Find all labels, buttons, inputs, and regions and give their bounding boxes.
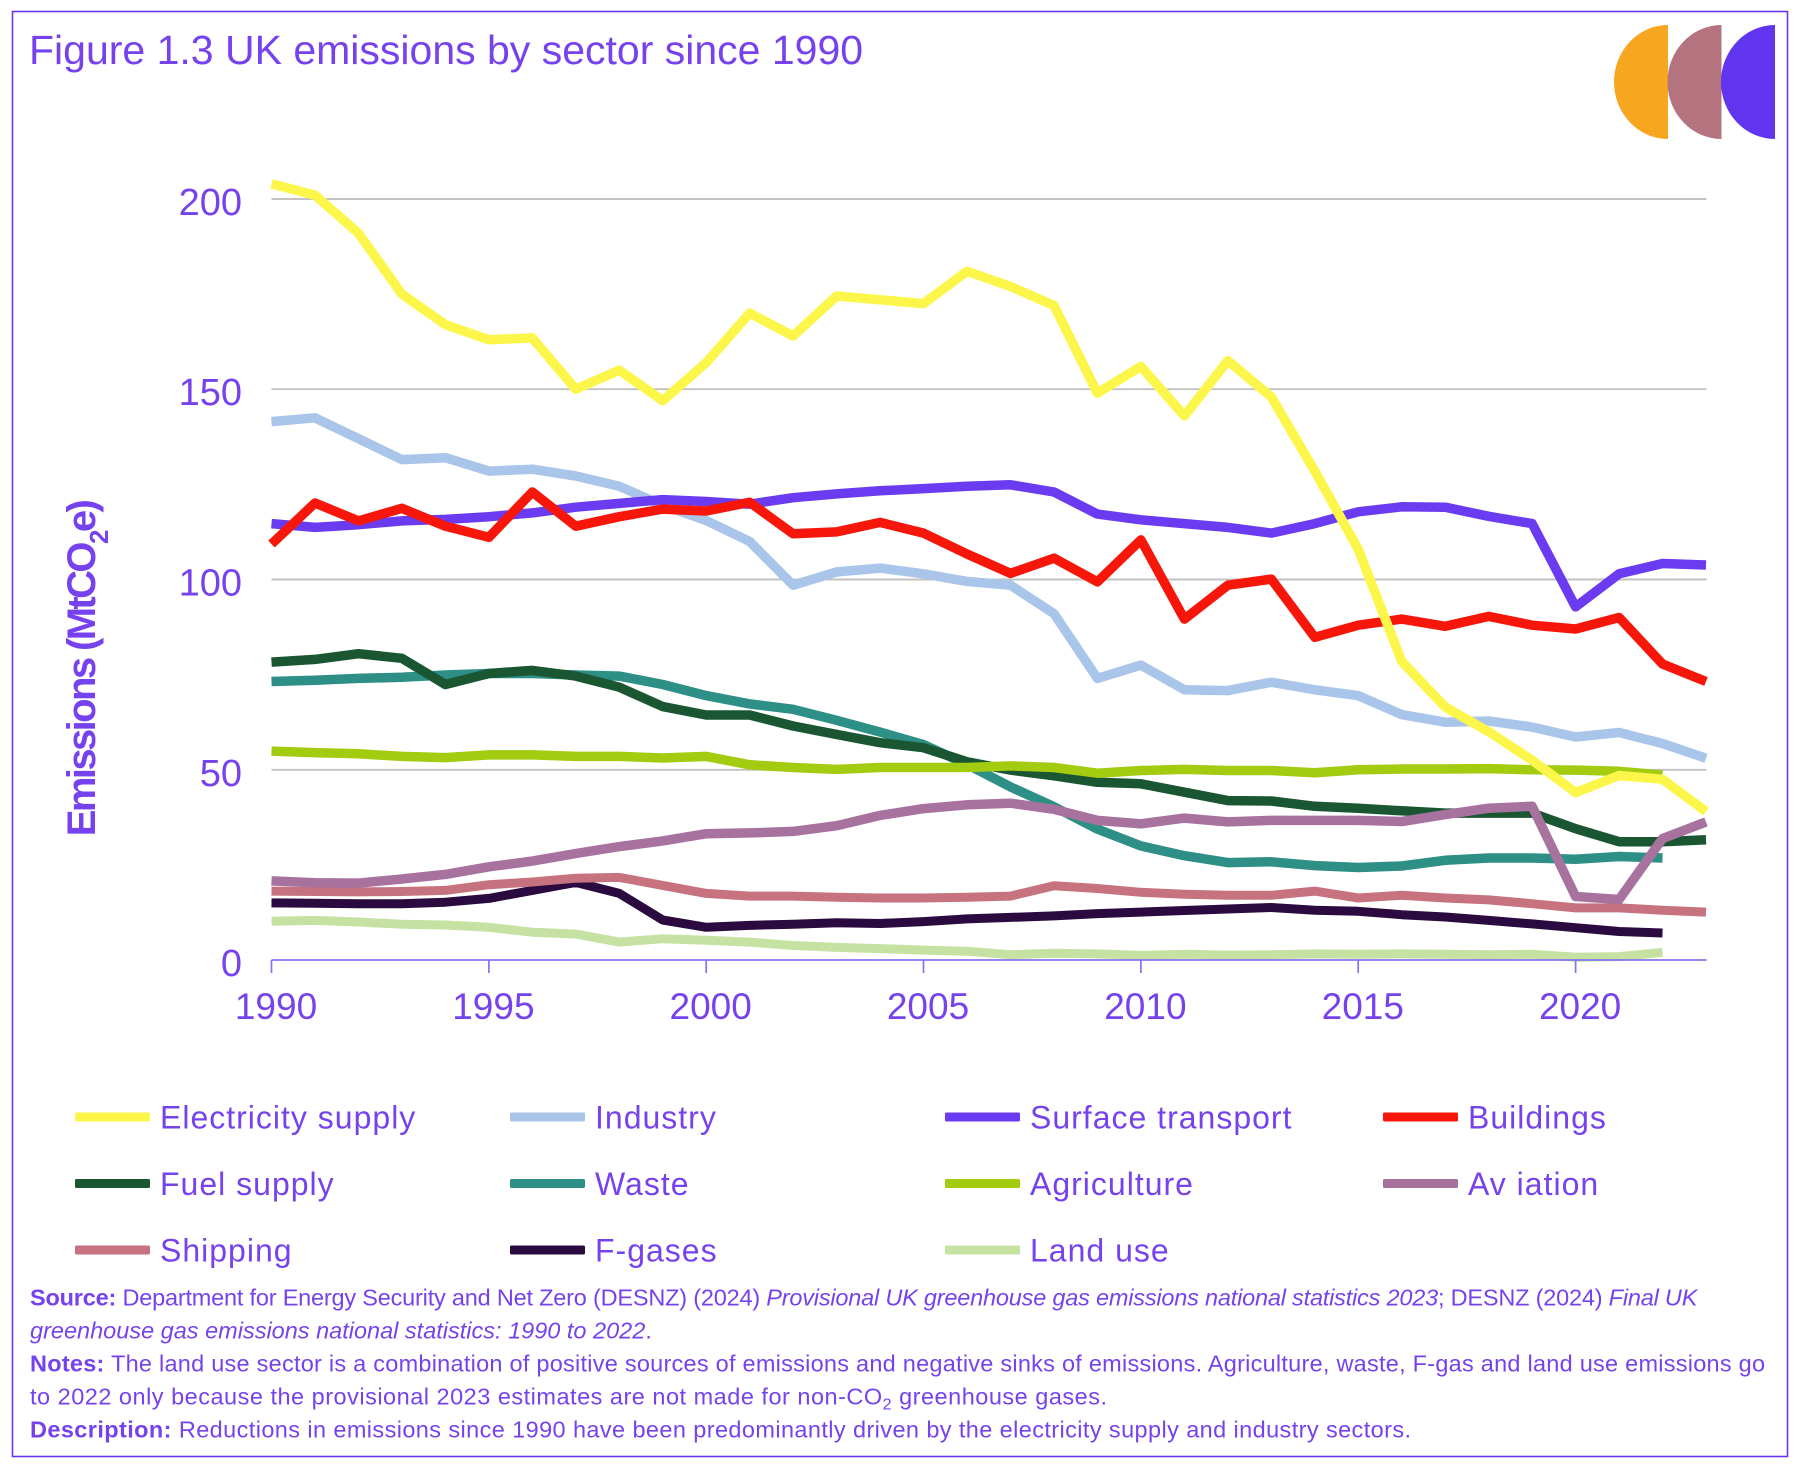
svg-text:2000: 2000 — [670, 986, 752, 1027]
svg-text:Surface transport: Surface transport — [1030, 1100, 1292, 1136]
svg-text:F-gases: F-gases — [595, 1233, 718, 1269]
svg-text:Buildings: Buildings — [1468, 1100, 1607, 1136]
svg-text:100: 100 — [179, 563, 242, 605]
svg-text:2020: 2020 — [1539, 986, 1621, 1027]
svg-text:1990: 1990 — [235, 986, 317, 1027]
svg-text:Av iation: Av iation — [1468, 1166, 1599, 1202]
svg-text:Figure 1.3 UK emissions by sec: Figure 1.3 UK emissions by sector since … — [29, 27, 863, 73]
svg-text:200: 200 — [179, 182, 242, 224]
svg-text:2010: 2010 — [1104, 986, 1186, 1027]
svg-text:Description: Reductions in emi: Description: Reductions in emissions sin… — [30, 1417, 1411, 1443]
svg-text:50: 50 — [200, 753, 242, 795]
svg-text:2015: 2015 — [1322, 986, 1404, 1027]
svg-text:0: 0 — [221, 943, 242, 985]
svg-text:Notes: The land use sector is: Notes: The land use sector is a combinat… — [30, 1351, 1765, 1377]
svg-text:Land use: Land use — [1030, 1233, 1170, 1269]
svg-text:150: 150 — [179, 372, 242, 414]
svg-text:to 2022 only because the provi: to 2022 only because the provisional 202… — [30, 1384, 1108, 1414]
svg-text:Industry: Industry — [595, 1100, 717, 1136]
svg-text:Fuel supply: Fuel supply — [160, 1166, 335, 1202]
svg-text:greenhouse gas emissions natio: greenhouse gas emissions national statis… — [30, 1318, 652, 1344]
svg-text:Electricity supply: Electricity supply — [160, 1100, 416, 1136]
svg-text:1995: 1995 — [452, 986, 534, 1027]
svg-text:Shipping: Shipping — [160, 1233, 293, 1269]
svg-text:2005: 2005 — [887, 986, 969, 1027]
svg-text:Agriculture: Agriculture — [1030, 1166, 1194, 1202]
svg-text:Waste: Waste — [595, 1166, 690, 1202]
svg-text:Source: Department for Energy: Source: Department for Energy Security a… — [30, 1285, 1699, 1311]
